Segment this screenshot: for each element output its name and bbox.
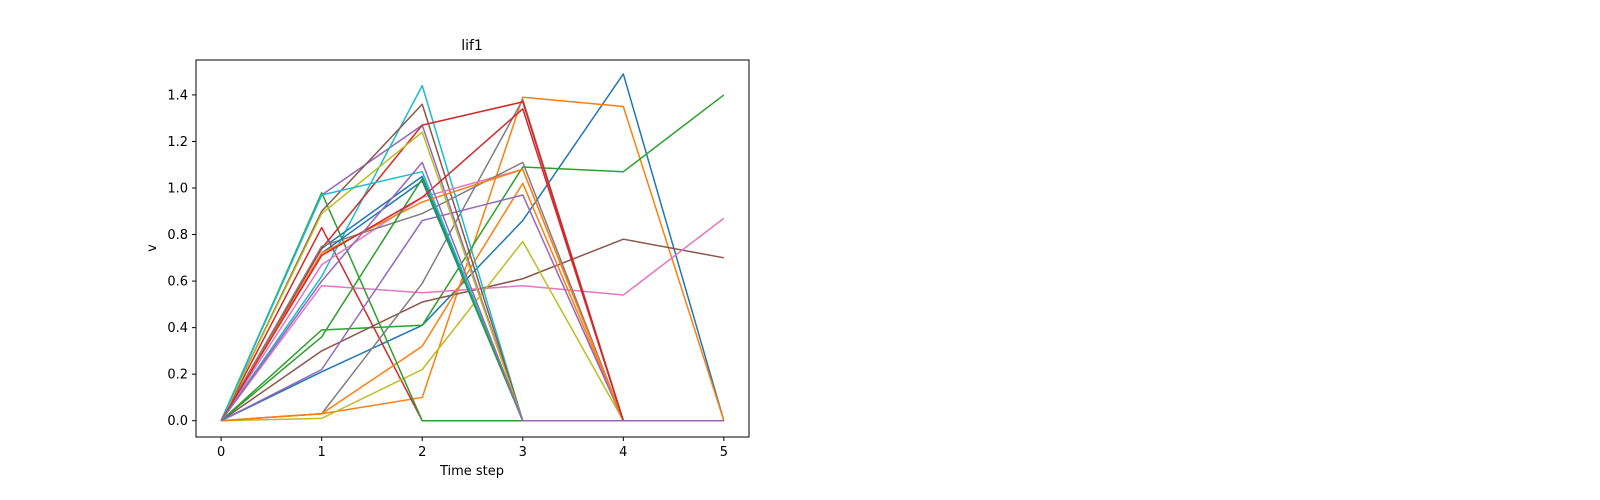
series-line-15 [220,194,724,422]
series-line-25 [220,161,724,422]
y-axis-ticks: 0.0 0.2 0.4 0.6 0.8 1.0 1.2 1.4 [167,88,196,429]
y-axis-label: v [145,244,160,252]
y-tick-label: 1.0 [167,181,188,196]
x-tick-label: 4 [619,445,627,460]
x-tick-label: 5 [720,445,728,460]
x-axis-ticks: 0 1 2 3 4 5 [217,437,728,460]
series-line-7 [220,217,725,422]
series-line-9 [221,240,724,422]
series-line-2 [221,96,725,422]
series-line-5 [220,124,724,422]
series-line-3 [220,94,725,422]
series-layer [220,73,725,422]
series-line-4 [220,226,724,422]
y-tick-label: 0.2 [167,368,188,383]
y-tick-label: 0.0 [167,414,188,429]
x-tick-label: 1 [318,445,326,460]
chart-title: lif1 [461,38,483,54]
x-tick-label: 0 [217,445,225,460]
x-tick-label: 2 [418,445,426,460]
y-tick-label: 0.4 [167,321,188,336]
y-tick-label: 1.4 [167,88,188,103]
plot-area-frame [195,59,750,438]
y-tick-label: 0.6 [167,275,188,290]
y-tick-label: 0.8 [167,228,188,243]
x-axis-label: Time step [439,464,504,479]
y-tick-label: 1.2 [167,135,188,150]
x-tick-label: 3 [519,445,527,460]
